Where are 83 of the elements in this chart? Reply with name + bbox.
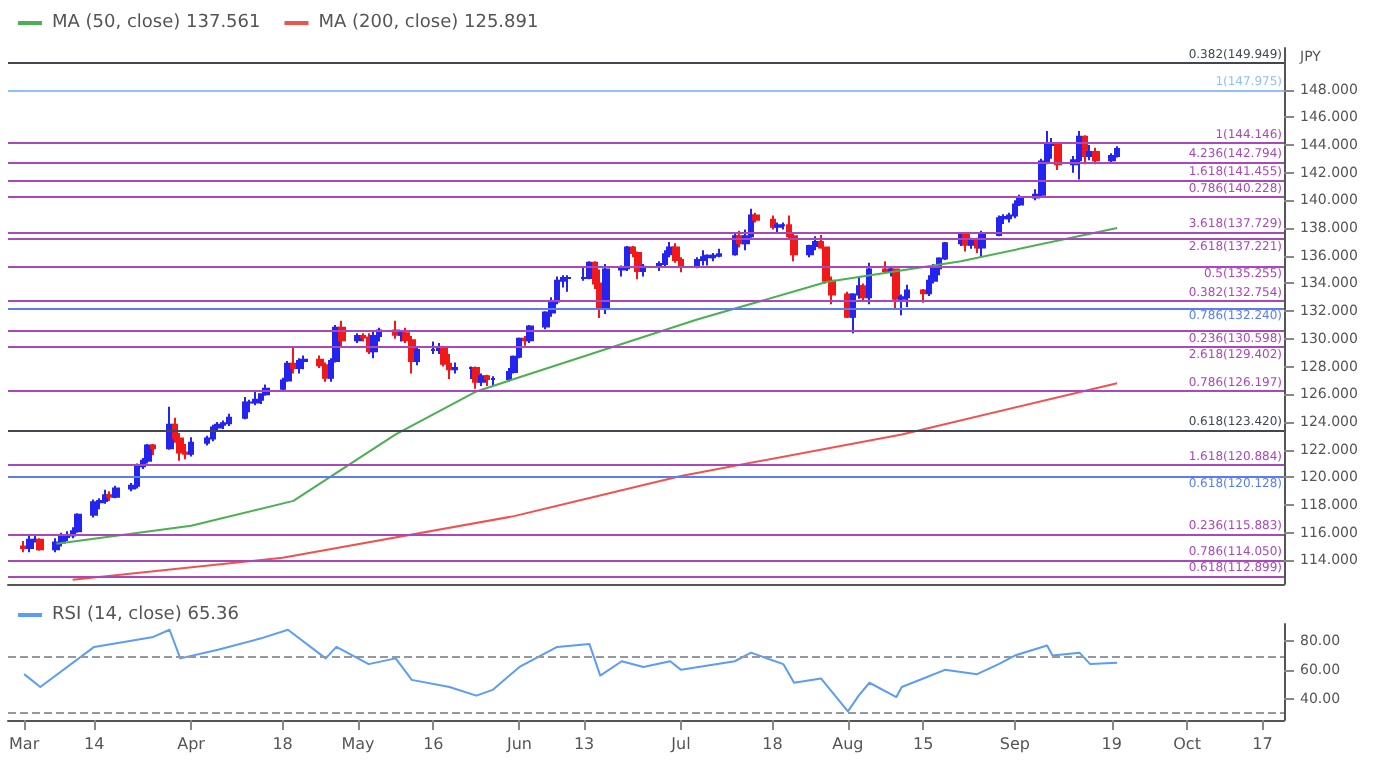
candlestick xyxy=(102,488,108,505)
candlestick xyxy=(26,534,34,554)
x-tick-label: May xyxy=(341,735,376,753)
candlestick xyxy=(96,497,104,511)
candlestick xyxy=(752,211,760,224)
x-tick-label: 18 xyxy=(762,735,783,753)
legend-label: RSI (14, close) 65.36 xyxy=(52,605,240,625)
candlestick xyxy=(1012,199,1018,220)
candlestick xyxy=(414,346,420,367)
x-tick-label: Apr xyxy=(177,735,207,753)
candlestick xyxy=(898,293,906,317)
candlestick xyxy=(564,274,572,293)
candlestick xyxy=(430,340,436,356)
candlestick xyxy=(602,263,610,315)
candlestick xyxy=(716,247,722,259)
candlestick xyxy=(484,373,490,387)
candlestick xyxy=(300,354,308,371)
candlestick xyxy=(150,443,156,457)
candlestick xyxy=(806,243,814,259)
candlestick xyxy=(770,214,776,231)
candlestick xyxy=(398,330,404,343)
candlestick xyxy=(296,357,302,375)
candlestick xyxy=(112,484,120,500)
candlestick xyxy=(220,419,226,430)
candlestick xyxy=(920,287,926,304)
x-tick-label: 14 xyxy=(83,735,105,753)
line-series xyxy=(55,227,1119,545)
x-tick-label: 18 xyxy=(272,735,293,753)
x-tick-label: 17 xyxy=(1252,735,1273,753)
candlestick xyxy=(662,249,668,268)
candlestick xyxy=(624,245,630,272)
candlestick xyxy=(1086,143,1094,162)
x-tick-label: Oct xyxy=(1173,735,1201,753)
candlestick xyxy=(242,396,248,421)
x-tick-label: Aug xyxy=(832,735,864,753)
candlestick xyxy=(446,353,452,381)
candlestick xyxy=(1092,146,1100,166)
candlestick xyxy=(710,251,716,263)
candlestick xyxy=(774,221,782,234)
line-series xyxy=(23,628,1119,713)
x-tick-label: Mar xyxy=(9,735,41,753)
candlestick xyxy=(74,512,82,534)
candlestick xyxy=(36,537,44,552)
candlestick xyxy=(580,265,588,282)
candlestick xyxy=(522,335,528,347)
candlestick xyxy=(700,249,706,267)
candlestick xyxy=(284,360,292,383)
candlestick xyxy=(472,365,480,390)
candlestick xyxy=(290,346,296,375)
legend-label: MA (50, close) 137.561 xyxy=(52,13,261,33)
candlestick xyxy=(258,393,264,405)
x-tick-label: Jun xyxy=(504,735,532,753)
candlestick xyxy=(90,498,98,519)
candlestick xyxy=(704,253,712,267)
x-tick-label: 15 xyxy=(913,735,934,753)
candlestick xyxy=(452,361,458,375)
candlestick xyxy=(904,283,910,308)
x-tick-label: Jul xyxy=(669,735,691,753)
candlestick xyxy=(144,443,152,465)
candlestick xyxy=(188,436,194,458)
legend-label: MA (200, close) 125.891 xyxy=(318,13,539,33)
candlestick xyxy=(672,242,680,264)
candlestick xyxy=(634,250,642,281)
candlestick xyxy=(226,412,232,428)
candlestick xyxy=(1108,152,1116,164)
candlestick xyxy=(892,268,900,310)
candlestick xyxy=(246,398,254,414)
candlestick xyxy=(468,365,474,381)
candlestick xyxy=(106,490,114,502)
x-tick-label: 19 xyxy=(1101,735,1122,753)
candlestick xyxy=(52,537,60,554)
x-tick-label: Sep xyxy=(999,735,1030,753)
candlestick xyxy=(1114,145,1120,159)
candlestick xyxy=(20,540,28,554)
candlestick xyxy=(866,261,872,306)
candlestick xyxy=(1048,137,1056,160)
candlestick xyxy=(354,332,362,345)
candlestick xyxy=(1076,130,1082,181)
candlestick xyxy=(252,389,260,407)
x-tick-label: 13 xyxy=(573,735,595,753)
x-tick-label: 16 xyxy=(423,735,444,753)
candlestick xyxy=(478,372,486,387)
line-series xyxy=(71,382,1119,581)
